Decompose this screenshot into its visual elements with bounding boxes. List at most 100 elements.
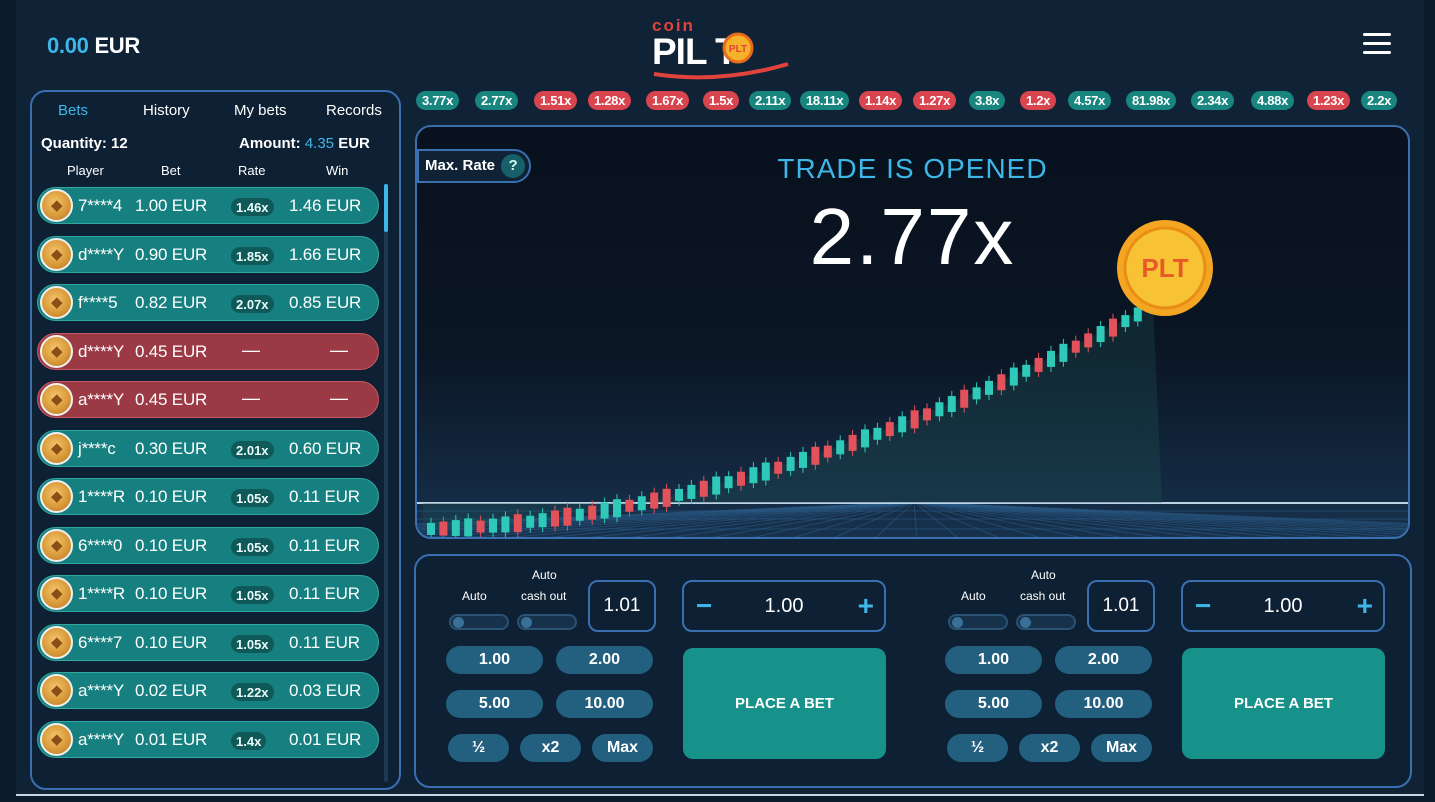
- bet-amount: 0.10 EUR: [135, 632, 208, 652]
- auto-cashout-input[interactable]: 1.01: [1087, 580, 1155, 632]
- bet-rate-badge: 1.4x: [231, 731, 267, 750]
- auto-cashout-toggle[interactable]: [517, 614, 577, 630]
- stake-value[interactable]: 1.00: [764, 595, 804, 617]
- half-stake-button[interactable]: ½: [947, 734, 1008, 762]
- plus-icon[interactable]: +: [857, 590, 874, 621]
- bet-player: 1****R: [78, 487, 125, 506]
- bet-row: a****Y 0.45 EUR — —: [37, 381, 379, 418]
- stake-input[interactable]: − 1.00 +: [1181, 580, 1385, 632]
- balance-amount: 0.00: [47, 33, 89, 58]
- history-multiplier-chip[interactable]: 4.57x: [1068, 91, 1112, 110]
- bet-player: a****Y: [78, 729, 125, 749]
- ethereum-coin-icon: [40, 577, 73, 610]
- history-multiplier-chip[interactable]: 1.2x: [1020, 91, 1057, 110]
- help-icon[interactable]: ?: [501, 154, 526, 178]
- candle: [811, 446, 820, 465]
- balance-display: 0.00 EUR: [47, 33, 140, 59]
- logo-badge-text: PLT: [729, 44, 747, 55]
- bet-rate-badge: 2.01x: [231, 440, 274, 459]
- quick-amount-button[interactable]: 10.00: [556, 690, 653, 718]
- history-multiplier-chip[interactable]: 4.88x: [1251, 91, 1295, 110]
- history-multiplier-chip[interactable]: 1.23x: [1307, 91, 1351, 110]
- quick-amount-button[interactable]: 1.00: [446, 646, 543, 674]
- ethereum-coin-icon: [40, 722, 73, 756]
- minus-icon[interactable]: −: [696, 590, 713, 621]
- tab-records[interactable]: Records: [326, 102, 382, 119]
- history-multiplier-chip[interactable]: 2.34x: [1191, 91, 1235, 110]
- current-multiplier: 2.77x: [809, 192, 1016, 281]
- candle: [823, 445, 832, 458]
- candle: [563, 507, 572, 526]
- bet-amount: 0.82 EUR: [135, 293, 208, 312]
- candlestick-chart: PLT: [417, 220, 1408, 537]
- bet-amount: 0.01 EUR: [135, 729, 208, 749]
- bet-win: 0.03 EUR: [289, 681, 362, 700]
- history-multiplier-chip[interactable]: 1.67x: [646, 91, 690, 110]
- bet-rate-badge: 1.05x: [231, 489, 274, 507]
- bet-win: 0.11 EUR: [289, 487, 360, 506]
- stake-value[interactable]: 1.00: [1263, 595, 1303, 617]
- bet-panel-1: Auto Auto cash out 1.01 − 1.00 +1.00 2.00 5.00 10…: [416, 556, 915, 786]
- history-multiplier-chip[interactable]: 1.28x: [588, 91, 632, 110]
- bet-panel-2: Auto Auto cash out 1.01 − 1.00 +1.00 2.00 5.00 10…: [915, 556, 1414, 786]
- auto-cashout-toggle[interactable]: [1016, 614, 1076, 630]
- quick-amount-button[interactable]: 2.00: [1055, 646, 1152, 674]
- max-stake-button[interactable]: Max: [1091, 734, 1152, 762]
- max-stake-button[interactable]: Max: [592, 734, 653, 762]
- candle: [513, 514, 522, 533]
- ethereum-coin-icon: [40, 674, 73, 707]
- auto-cashout-input[interactable]: 1.01: [588, 580, 656, 632]
- history-multiplier-chip[interactable]: 1.27x: [913, 91, 957, 110]
- place-bet-button[interactable]: PLACE A BET: [683, 648, 886, 759]
- bet-amount: 0.10 EUR: [135, 584, 208, 603]
- bet-rate-badge: 1.22x: [231, 683, 274, 701]
- double-stake-button[interactable]: x2: [1019, 734, 1080, 762]
- stake-input[interactable]: − 1.00 +: [682, 580, 886, 632]
- candle: [1121, 315, 1130, 328]
- bet-win: 1.46 EUR: [289, 196, 362, 215]
- quick-amount-button[interactable]: 5.00: [945, 690, 1042, 718]
- candle: [947, 396, 956, 413]
- bet-player: j****c: [78, 438, 116, 458]
- bet-player: 7****4: [78, 196, 123, 215]
- tab-bets[interactable]: Bets: [58, 102, 89, 119]
- bet-win: 0.60 EUR: [289, 438, 362, 458]
- auto-bet-toggle[interactable]: [449, 614, 509, 630]
- tab-my-bets[interactable]: My bets: [234, 102, 287, 119]
- quick-amount-button[interactable]: 1.00: [945, 646, 1042, 674]
- history-multiplier-chip[interactable]: 2.77x: [475, 91, 519, 110]
- history-multiplier-chip[interactable]: 2.2x: [1361, 91, 1398, 110]
- quick-amount-button[interactable]: 10.00: [1055, 690, 1152, 718]
- half-stake-button[interactable]: ½: [448, 734, 509, 762]
- double-stake-button[interactable]: x2: [520, 734, 581, 762]
- place-bet-button[interactable]: PLACE A BET: [1182, 648, 1385, 759]
- quick-amount-button[interactable]: 5.00: [446, 690, 543, 718]
- history-multiplier-chip[interactable]: 2.11x: [749, 91, 792, 110]
- candle: [737, 471, 745, 486]
- hamburger-menu-icon[interactable]: [1363, 33, 1391, 57]
- bet-amount: 1.00 EUR: [135, 196, 208, 215]
- history-multiplier-chip[interactable]: 81.98x: [1126, 91, 1176, 110]
- bet-row: a****Y 0.01 EUR 1.4x 0.01 EUR: [37, 720, 379, 758]
- history-multiplier-chip[interactable]: 18.11x: [800, 91, 850, 110]
- max-rate-button[interactable]: Max. Rate ?: [417, 149, 532, 183]
- bet-row: a****Y 0.02 EUR 1.22x 0.03 EUR: [37, 672, 379, 709]
- ethereum-coin-icon: [40, 480, 73, 513]
- candle: [637, 496, 646, 511]
- history-multiplier-chip[interactable]: 3.77x: [416, 91, 460, 110]
- history-multiplier-chip[interactable]: 3.8x: [969, 91, 1006, 110]
- quick-amount-button[interactable]: 2.00: [556, 646, 653, 674]
- bets-scrollbar[interactable]: [384, 184, 388, 782]
- plus-icon[interactable]: +: [1356, 590, 1373, 621]
- bet-player: 1****R: [78, 584, 125, 603]
- history-multiplier-chip[interactable]: 1.14x: [859, 91, 903, 110]
- bet-player: 6****7: [78, 632, 123, 652]
- column-win: Win: [326, 163, 349, 178]
- tab-history[interactable]: History: [143, 102, 190, 119]
- history-multiplier-chip[interactable]: 1.5x: [703, 91, 740, 110]
- scroll-thumb[interactable]: [384, 184, 388, 232]
- history-multiplier-chip[interactable]: 1.51x: [534, 91, 578, 110]
- auto-bet-toggle[interactable]: [948, 614, 1008, 630]
- minus-icon[interactable]: −: [1195, 590, 1212, 621]
- candle: [526, 515, 535, 528]
